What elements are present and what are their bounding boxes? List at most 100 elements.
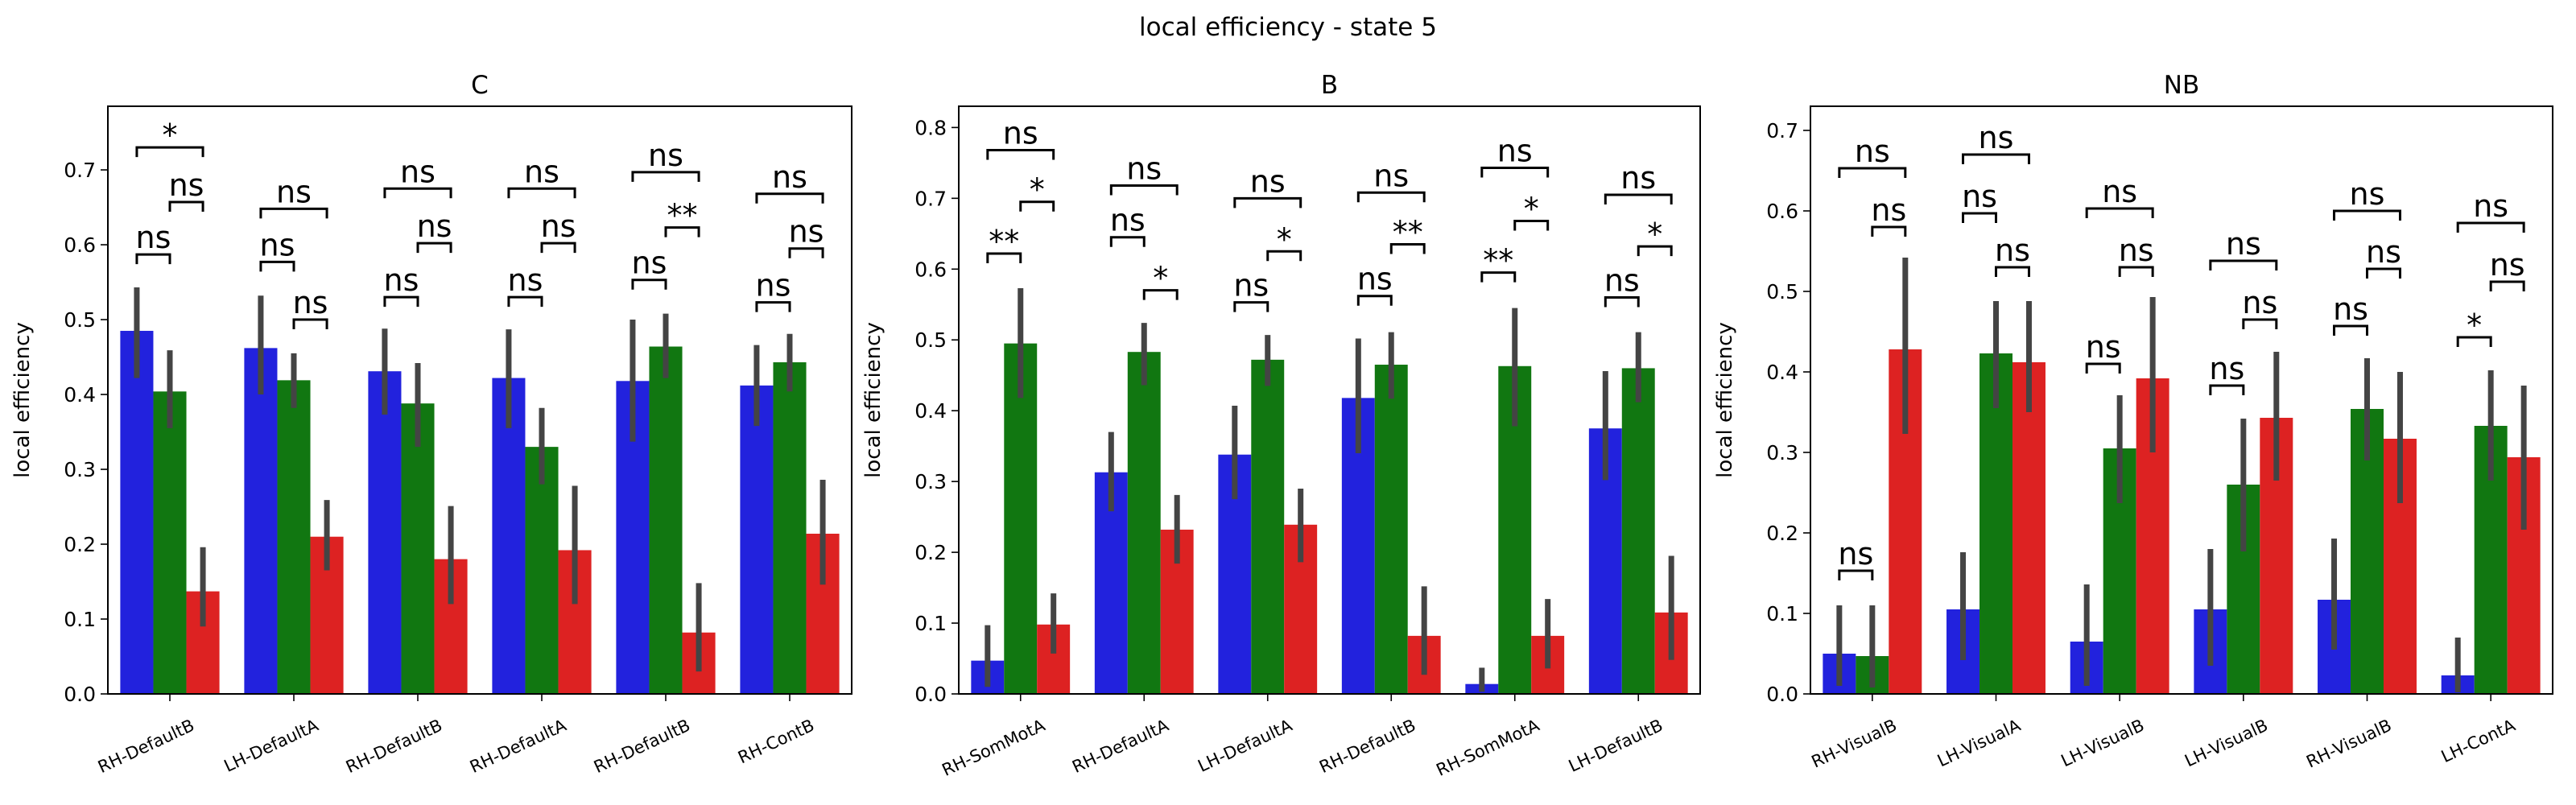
- y-tick-label: 0.6: [1766, 200, 1798, 223]
- bar: [120, 330, 154, 694]
- bar: [368, 371, 402, 694]
- significance-label: ns: [1373, 158, 1409, 193]
- chart-panel-b: B 0.0 0.1 0.2 0.3 0.4 0.5 0.6 0.7 0.8 local effici…: [861, 71, 1701, 780]
- bar: [492, 378, 526, 694]
- x-tick-label: RH-VisualB: [2303, 716, 2394, 772]
- bar: [1004, 343, 1038, 694]
- x-tick-label: LH-DefaultA: [1195, 716, 1295, 776]
- y-tick-label: 0.2: [914, 541, 947, 564]
- significance-bracket: [507, 295, 543, 308]
- significance-bracket: [2085, 362, 2121, 374]
- significance-label: ns: [2473, 188, 2508, 224]
- y-tick-label: 0.5: [1766, 280, 1798, 303]
- significance-bracket: [2085, 207, 2154, 218]
- significance-bracket: [507, 187, 576, 199]
- significance-label: ns: [1962, 179, 1997, 214]
- x-tick-label: RH-SomMotA: [939, 716, 1048, 780]
- figure-title: local efficiency - state 5: [1139, 13, 1437, 42]
- significance-label: ns: [1497, 134, 1533, 169]
- significance-bracket: [1142, 289, 1179, 300]
- significance-bracket: [1838, 167, 1907, 178]
- y-tick-label: 0.0: [1766, 683, 1798, 706]
- significance-label: ns: [2119, 233, 2154, 268]
- significance-bracket: [2118, 266, 2154, 277]
- significance-label: *: [1277, 221, 1292, 257]
- bar: [1251, 359, 1285, 694]
- y-tick-label: 0.6: [914, 258, 947, 281]
- x-tick-label: RH-SomMotA: [1433, 716, 1542, 780]
- significance-label: ns: [648, 138, 683, 173]
- significance-label: ns: [2333, 291, 2368, 327]
- significance-label: *: [1647, 217, 1662, 252]
- significance-label: ns: [789, 214, 824, 250]
- significance-label: ns: [2209, 351, 2244, 386]
- significance-bracket: [2366, 267, 2401, 279]
- significance-bracket: [2209, 259, 2278, 270]
- significance-bracket: [1356, 191, 1426, 203]
- significance-label: ns: [2226, 226, 2261, 262]
- significance-bracket: [631, 171, 700, 182]
- significance-bracket: [383, 295, 419, 308]
- x-tick-label: LH-DefaultA: [221, 716, 322, 776]
- significance-bracket: [259, 260, 295, 272]
- x-tick-label: RH-DefaultB: [95, 716, 197, 777]
- significance-bracket: [788, 247, 824, 258]
- significance-label: ns: [2490, 247, 2525, 283]
- y-tick-label: 0.6: [64, 233, 96, 257]
- significance-bracket: [416, 242, 452, 254]
- significance-bracket: [1480, 271, 1517, 283]
- bar: [649, 346, 683, 694]
- x-tick-label: RH-DefaultB: [591, 716, 693, 777]
- chart-panel-c: C 0.0 0.1 0.2 0.3 0.4 0.5 0.6 0.7 local efficienc…: [10, 71, 852, 777]
- significance-label: ns: [524, 154, 559, 189]
- bar: [740, 385, 774, 694]
- bar: [277, 380, 311, 694]
- significance-label: ns: [508, 262, 543, 298]
- y-tick-label: 0.3: [1766, 441, 1798, 464]
- significance-label: ns: [2102, 174, 2137, 209]
- significance-label: ns: [2350, 176, 2385, 212]
- x-tick-label: LH-VisualB: [2058, 716, 2148, 771]
- significance-label: ns: [1855, 134, 1890, 169]
- bar: [2012, 362, 2046, 694]
- bar: [1374, 365, 1408, 694]
- significance-label: ns: [417, 208, 452, 244]
- significance-bracket: [135, 146, 204, 158]
- significance-label: ns: [1250, 163, 1286, 199]
- bar: [1127, 352, 1161, 694]
- panel-title: NB: [2164, 71, 2199, 100]
- y-axis-label: local efficiency: [861, 322, 886, 478]
- significance-bracket: [755, 192, 824, 204]
- significance-bracket: [292, 318, 328, 330]
- x-tick-label: LH-VisualA: [1934, 716, 2024, 771]
- y-tick-label: 0.1: [1766, 602, 1798, 625]
- significance-label: ns: [293, 285, 328, 320]
- significance-bracket: [1871, 225, 1907, 237]
- y-tick-label: 0.1: [914, 612, 947, 635]
- significance-bracket: [2489, 280, 2525, 291]
- significance-label: ns: [1979, 120, 2014, 155]
- axes-frame: [958, 105, 1701, 695]
- significance-bracket: [1266, 250, 1302, 262]
- x-tick-label: LH-VisualB: [2182, 716, 2271, 771]
- significance-label: ns: [541, 208, 576, 244]
- significance-bracket: [1233, 196, 1302, 208]
- x-tick-label: RH-DefaultA: [1069, 716, 1172, 778]
- y-axis-label: local efficiency: [10, 322, 35, 478]
- significance-label: ns: [1126, 151, 1162, 187]
- x-tick-label: RH-DefaultB: [1316, 716, 1418, 777]
- significance-bracket: [135, 253, 171, 265]
- bar: [525, 447, 559, 694]
- significance-bracket: [1389, 243, 1426, 254]
- significance-bracket: [1356, 295, 1393, 306]
- significance-label: ns: [2086, 329, 2121, 365]
- y-tick-label: 0.4: [64, 383, 96, 407]
- significance-label: *: [1153, 261, 1168, 296]
- x-tick-label: RH-ContB: [735, 716, 817, 768]
- y-tick-label: 0.1: [64, 608, 96, 631]
- y-tick-label: 0.7: [914, 187, 947, 210]
- significance-bracket: [631, 279, 667, 290]
- significance-bracket: [2456, 336, 2492, 347]
- significance-bracket: [1637, 245, 1673, 257]
- significance-bracket: [2209, 384, 2245, 395]
